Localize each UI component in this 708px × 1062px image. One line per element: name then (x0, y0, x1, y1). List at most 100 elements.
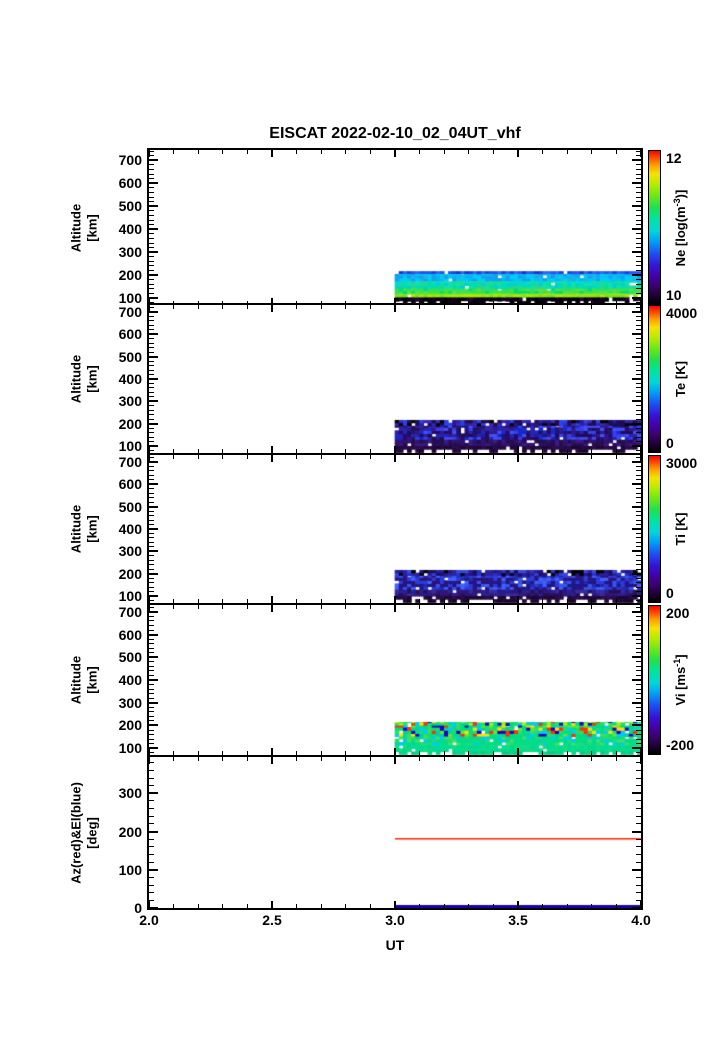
y-minor-tick (636, 247, 641, 249)
x-tick (296, 150, 298, 154)
y-minor-tick (149, 497, 154, 499)
heatmap-ne (149, 150, 641, 305)
y-minor-tick (636, 470, 641, 472)
x-tick (468, 599, 470, 603)
x-tick (222, 150, 224, 154)
y-minor-tick (636, 688, 641, 690)
y-minor-tick (636, 568, 641, 570)
x-tick (320, 150, 322, 154)
y-minor-tick (636, 629, 641, 631)
colorbar-ne-label-post: )] (673, 189, 689, 198)
y-minor-tick (149, 369, 154, 371)
y-minor-tick (636, 418, 641, 420)
y-minor-tick (149, 800, 154, 802)
y-minor-tick (636, 846, 641, 848)
y-minor-tick (149, 876, 154, 878)
x-tick (246, 599, 248, 603)
x-tick (566, 757, 568, 761)
y-minor-tick (636, 546, 641, 548)
x-tick (369, 305, 371, 309)
x-tick (517, 757, 519, 764)
y-minor-tick (636, 815, 641, 817)
y-major-tick (632, 483, 641, 486)
y-tick-label: 100 (118, 588, 142, 605)
y-minor-tick (636, 876, 641, 878)
y-minor-tick (149, 365, 154, 367)
y-minor-tick (149, 743, 154, 745)
y-minor-tick (149, 577, 154, 579)
x-tick (173, 751, 175, 755)
x-tick (517, 150, 519, 157)
y-major-tick (149, 505, 158, 508)
y-minor-tick (149, 620, 154, 622)
y-tick-label: 600 (118, 476, 142, 493)
colorbar-ti-tick-bottom: 0 (666, 585, 674, 601)
y-minor-tick (636, 720, 641, 722)
y-tick-label: 200 (118, 565, 142, 582)
y-minor-tick (149, 519, 154, 521)
heatmap-vi (149, 605, 641, 755)
ylabel-ti: Altitude [km] (68, 505, 99, 553)
y-minor-tick (149, 324, 154, 326)
y-minor-tick (636, 638, 641, 640)
colorbar-vi-gradient (648, 605, 661, 755)
y-minor-tick (636, 519, 641, 521)
y-minor-tick (636, 899, 641, 901)
x-tick (566, 150, 568, 154)
x-tick (419, 150, 421, 154)
x-tick (443, 150, 445, 154)
ylabel-az-el-line1: Az(red)&El(blue) (68, 781, 84, 884)
y-major-tick (149, 228, 158, 231)
x-tick (419, 305, 421, 309)
x-tick (197, 904, 199, 908)
y-minor-tick (636, 237, 641, 239)
x-tick (271, 305, 273, 312)
x-tick (615, 751, 617, 755)
x-tick (640, 748, 642, 755)
y-minor-tick (636, 823, 641, 825)
x-tick (566, 305, 568, 309)
x-tick (271, 150, 273, 157)
y-minor-tick (149, 688, 154, 690)
x-tick (566, 904, 568, 908)
x-tick (345, 904, 347, 908)
y-minor-tick (636, 306, 641, 308)
colorbar-te-label-pre: Te [K] (673, 361, 689, 397)
y-major-tick (632, 274, 641, 277)
y-tick-label: 200 (118, 823, 142, 840)
y-minor-tick (149, 501, 154, 503)
y-minor-tick (636, 427, 641, 429)
heatmap-te (149, 305, 641, 453)
y-minor-tick (636, 532, 641, 534)
y-minor-tick (149, 247, 154, 249)
colorbar-te-tick-top: 4000 (666, 305, 698, 321)
line-plot-az-el (149, 757, 641, 908)
y-minor-tick (636, 524, 641, 525)
x-tick-label: 3.0 (385, 912, 405, 928)
x-tick (222, 305, 224, 309)
y-minor-tick (149, 643, 154, 645)
plot-area-az-el (147, 755, 643, 910)
x-tick (394, 455, 396, 462)
y-minor-tick (149, 734, 154, 736)
y-minor-tick (636, 892, 641, 894)
x-tick (394, 901, 396, 908)
y-tick-label: 700 (118, 603, 142, 620)
y-minor-tick (636, 555, 641, 557)
x-tick (615, 305, 617, 309)
x-tick (394, 298, 396, 305)
ylabel-ne: Altitude [km] (68, 203, 99, 251)
y-minor-tick (636, 577, 641, 579)
x-tick (542, 305, 544, 309)
x-tick (468, 605, 470, 609)
y-minor-tick (636, 351, 641, 353)
x-tick (320, 455, 322, 459)
x-tick (492, 757, 494, 761)
x-tick (640, 298, 642, 305)
x-tick (443, 455, 445, 459)
y-minor-tick (149, 684, 154, 686)
x-tick (197, 599, 199, 603)
y-minor-tick (149, 427, 154, 429)
colorbar-ne-label: Ne [log(m-3)] (672, 189, 688, 266)
x-tick (148, 605, 150, 612)
